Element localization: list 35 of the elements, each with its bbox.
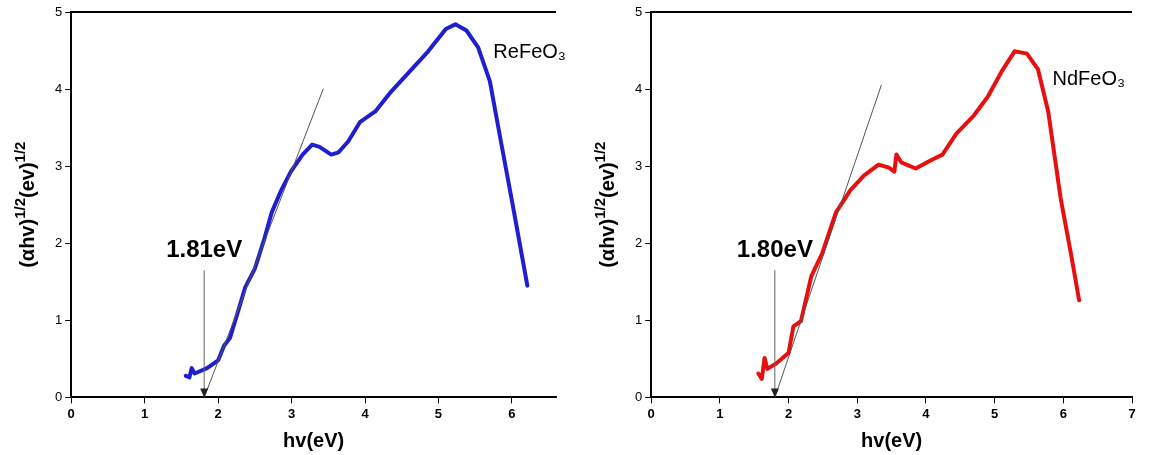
x-tick-label: 7 <box>1128 405 1136 421</box>
x-tick-label: 4 <box>922 405 931 421</box>
y-tick-label: 0 <box>55 388 63 404</box>
x-tick-label: 1 <box>141 405 149 421</box>
y-tick-label: 2 <box>55 234 63 250</box>
x-tick-label: 6 <box>1059 405 1067 421</box>
y-tick-label: 3 <box>635 157 643 173</box>
x-tick-label: 3 <box>853 405 861 421</box>
annotation: 1.80eV <box>736 234 813 262</box>
y-tick-label: 5 <box>635 3 643 19</box>
x-axis-title: hv(eV) <box>861 429 923 451</box>
x-tick-label: 0 <box>647 405 655 421</box>
x-tick-label: 0 <box>67 405 75 421</box>
x-tick-label: 2 <box>784 405 793 421</box>
y-axis-title: (αhv)1/2(ev)1/2 <box>11 141 38 268</box>
series-label: NdFeO₃ <box>1052 66 1126 89</box>
annotation: 1.81eV <box>166 234 243 262</box>
y-tick-label: 1 <box>635 311 643 327</box>
x-tick-label: 3 <box>287 405 296 421</box>
y-tick-label: 1 <box>55 311 63 327</box>
series-label: ReFeO₃ <box>493 39 566 62</box>
x-tick-label: 1 <box>716 405 724 421</box>
x-tick-label: 2 <box>214 405 222 421</box>
y-axis-title: (αhv)1/2(ev)1/2 <box>591 141 618 268</box>
x-axis-title: hv(eV) <box>283 429 345 451</box>
x-tick-label: 5 <box>991 405 999 421</box>
y-tick-label: 0 <box>635 388 643 404</box>
y-tick-label: 4 <box>55 80 63 96</box>
x-tick-label: 4 <box>361 405 370 421</box>
y-tick-label: 2 <box>635 234 643 250</box>
x-tick-label: 6 <box>508 405 516 421</box>
y-tick-label: 4 <box>635 80 643 96</box>
y-tick-label: 3 <box>55 157 63 173</box>
x-tick-label: 5 <box>434 405 443 421</box>
y-tick-label: 5 <box>55 3 63 19</box>
